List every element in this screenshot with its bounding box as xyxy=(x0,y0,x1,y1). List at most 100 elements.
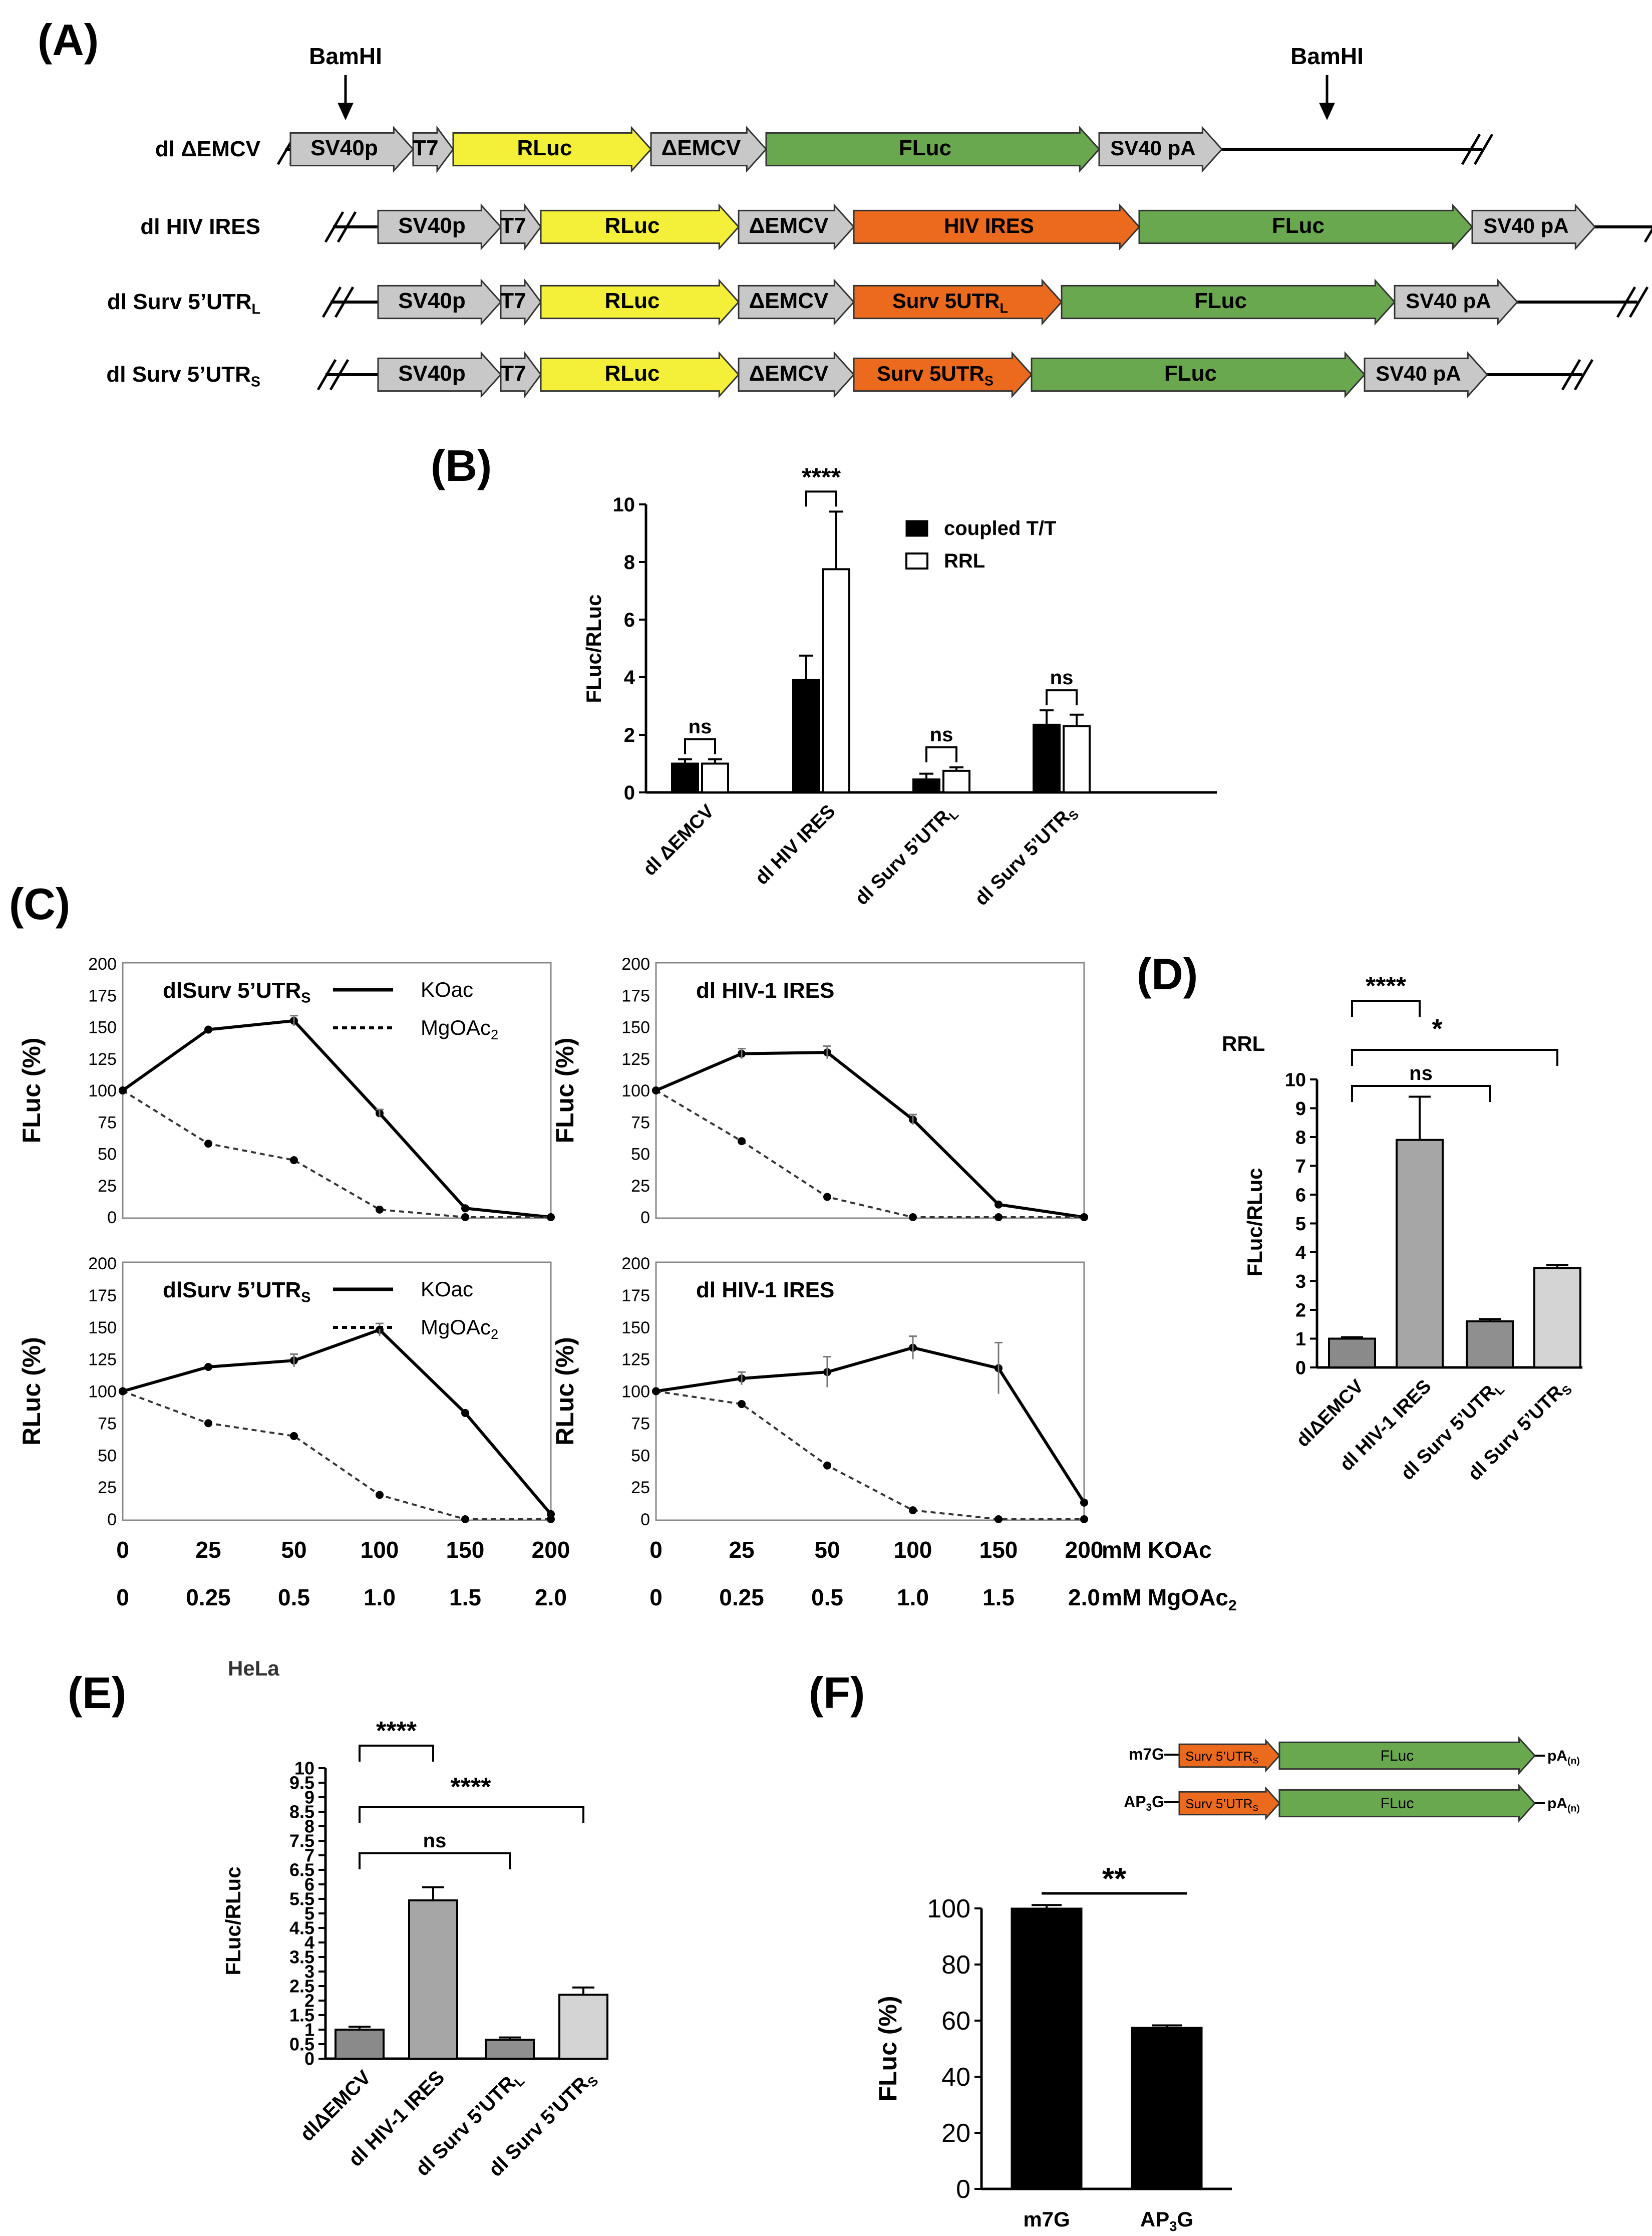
y-tick-label: 25 xyxy=(98,1177,117,1196)
element-arrow-grey xyxy=(1471,203,1596,250)
data-point xyxy=(823,1193,831,1201)
bar-rrl xyxy=(701,762,729,793)
utr-label: Surv 5’UTRS xyxy=(1185,1796,1258,1813)
y-tick-label: 25 xyxy=(631,1478,650,1497)
element-arrow-grey xyxy=(412,125,454,173)
significance-label: **** xyxy=(802,463,841,491)
panel-label-d: (D) xyxy=(1137,949,1198,999)
x-tick-label-mgoac: 2.0 xyxy=(535,1584,567,1610)
break-mark xyxy=(1616,286,1649,318)
data-point xyxy=(461,1204,469,1213)
plot-frame xyxy=(122,1261,552,1521)
construct-name: dl Surv 5’UTRL xyxy=(107,290,260,318)
y-tick-label: 50 xyxy=(631,1145,650,1164)
element-label: RLuc xyxy=(604,289,659,313)
element-arrow-yellow xyxy=(540,203,740,250)
element-arrow-green xyxy=(1138,203,1474,250)
legend-label: RRL xyxy=(944,550,985,572)
bar-rrl xyxy=(1063,725,1091,793)
bar-coupled xyxy=(792,679,820,793)
data-point xyxy=(909,1213,917,1221)
plot-title: dl HIV-1 IRES xyxy=(696,978,834,1003)
significance-label: ns xyxy=(423,1830,447,1852)
significance-label: **** xyxy=(451,1773,492,1802)
y-tick-label: 20 xyxy=(941,2119,970,2148)
element-label: HIV IRES xyxy=(944,214,1034,237)
bar-coupled xyxy=(912,778,940,793)
element-arrow-grey xyxy=(1098,126,1223,173)
series-line-mgoac xyxy=(122,1089,551,1218)
x-tick-label-koac: 50 xyxy=(281,1537,306,1563)
y-tick-label: 150 xyxy=(621,1018,650,1037)
element-label: T7 xyxy=(413,136,438,160)
y-tick-label: 25 xyxy=(98,1478,117,1497)
panel-b-chart: 0 2 4 6 8 10 FLuc/RLuc ns dl ΔEMCV **** dl HIV IRE… xyxy=(582,463,1217,911)
x-tick-label-mgoac: 0.5 xyxy=(278,1584,310,1610)
x-unit-mgoac: mM MgOAc2 xyxy=(1102,1584,1237,1614)
fluc-label: FLuc xyxy=(1381,1748,1414,1764)
element-arrow-grey xyxy=(1394,278,1519,326)
y-tick-label: 1.5 xyxy=(289,2005,314,2026)
data-point xyxy=(1080,1213,1088,1221)
x-tick-label-mgoac: 0 xyxy=(649,1584,663,1610)
x-tick-label-koac: 0 xyxy=(649,1537,663,1563)
element-arrow-green xyxy=(1031,351,1366,398)
data-point xyxy=(290,1156,298,1165)
utr-arrow xyxy=(1178,1786,1281,1820)
data-point xyxy=(119,1387,127,1395)
panel-label-b: (B) xyxy=(431,441,492,490)
x-category-label: dl Surv 5’UTRL xyxy=(851,801,961,911)
x-tick-label-koac: 25 xyxy=(729,1537,754,1563)
y-tick-label: 200 xyxy=(621,955,650,974)
element-label: ΔEMCV xyxy=(662,136,741,160)
bar-rrl xyxy=(942,769,970,793)
element-label: SV40 pA xyxy=(1406,289,1491,313)
y-tick-label: 80 xyxy=(941,1950,970,1980)
element-label: ΔEMCV xyxy=(749,213,829,238)
y-tick-label: 8 xyxy=(1295,1127,1306,1148)
data-point xyxy=(995,1213,1003,1221)
y-tick-label: 0 xyxy=(624,782,635,804)
element-label: FLuc xyxy=(1164,361,1217,386)
y-tick-label: 3 xyxy=(1295,1271,1306,1292)
x-unit-koac: mM KOAc xyxy=(1102,1537,1212,1563)
y-tick-label: 40 xyxy=(941,2063,970,2092)
data-point xyxy=(823,1461,831,1470)
data-point xyxy=(461,1409,469,1417)
bar xyxy=(408,1899,458,2060)
data-point xyxy=(204,1025,212,1034)
utr-arrow xyxy=(1178,1739,1281,1773)
significance-bracket xyxy=(925,746,957,762)
y-tick-label: 8.5 xyxy=(289,1802,314,1822)
data-point xyxy=(909,1506,917,1515)
element-label: SV40p xyxy=(398,289,466,313)
bar-coupled xyxy=(671,762,699,793)
bar xyxy=(558,1994,608,2060)
x-category-label: dl HIV IRES xyxy=(751,801,839,889)
data-point xyxy=(119,1086,127,1094)
x-category-label: AP3G xyxy=(1140,2207,1193,2234)
element-arrow-grey xyxy=(738,203,855,250)
y-axis-title: FLuc (%) xyxy=(874,1996,902,2101)
y-tick-label: 200 xyxy=(88,1254,117,1273)
element-label: RLuc xyxy=(517,136,572,160)
significance-label: **** xyxy=(376,1717,417,1746)
polya-label: pA(n) xyxy=(1547,1748,1580,1767)
x-tick-label-mgoac: 0.25 xyxy=(719,1584,764,1610)
y-tick-label: 3 xyxy=(304,1962,314,1982)
significance-label: ns xyxy=(1050,667,1074,689)
series-line-mgoac xyxy=(655,1089,1084,1218)
element-label: SV40p xyxy=(398,213,466,238)
element-label: SV40 pA xyxy=(1110,136,1195,160)
y-tick-label: 1 xyxy=(304,2020,314,2040)
series-line-koac xyxy=(122,1328,552,1515)
x-tick-label-koac: 150 xyxy=(446,1537,485,1563)
bamhi-label-left: BamHI xyxy=(309,43,382,69)
break-mark xyxy=(1561,359,1594,391)
y-axis-title: FLuc/RLuc xyxy=(582,595,605,703)
element-label: FLuc xyxy=(1272,213,1325,238)
element-label: ΔEMCV xyxy=(749,361,829,386)
significance-label: ns xyxy=(930,724,953,746)
chart-title: RRL xyxy=(1222,1032,1265,1055)
